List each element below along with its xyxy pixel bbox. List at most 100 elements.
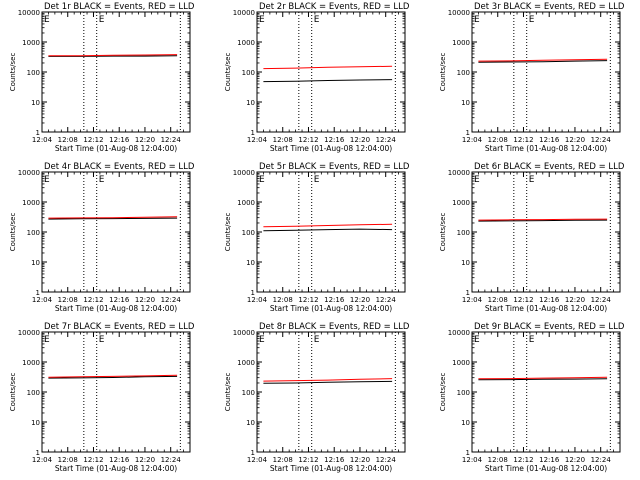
y-axis-label: Counts/sec (439, 373, 447, 412)
panel-title: Det 9r BLACK = Events, RED = LLD (474, 322, 625, 332)
y-tick-label: 10 (461, 259, 470, 267)
x-tick-label: 12:20 (565, 296, 585, 304)
series-line-events (263, 228, 393, 232)
series-line-lld (478, 58, 608, 62)
x-tick-label: 12:08 (58, 456, 78, 464)
y-tick-label: 10000 (18, 329, 40, 337)
x-axis-label: Start Time (01-Aug-08 12:04:00) (55, 144, 177, 153)
x-axis-label: Start Time (01-Aug-08 12:04:00) (55, 304, 177, 313)
marker-label: E (44, 15, 50, 25)
plot-frame (41, 331, 191, 453)
x-axis-label: Start Time (01-Aug-08 12:04:00) (55, 464, 177, 473)
y-tick-label: 1000 (22, 39, 40, 47)
detector-panel-4: Det 4r BLACK = Events, RED = LLD 1 10 100 10… (9, 162, 195, 313)
x-tick-label: 12:12 (83, 456, 103, 464)
y-tick-label: 10 (31, 259, 40, 267)
marker-label: E (259, 15, 265, 25)
detector-panel-7: Det 7r BLACK = Events, RED = LLD 1 10 100 10… (9, 322, 195, 473)
marker-label: E (474, 335, 480, 345)
x-tick-label: 12:04 (247, 296, 268, 304)
x-tick-label: 12:04 (247, 456, 268, 464)
x-tick-label: 12:12 (298, 296, 318, 304)
y-tick-label: 1000 (22, 359, 40, 367)
series-line-lld (48, 216, 178, 219)
series-line-events (478, 219, 608, 222)
y-tick-label: 1 (251, 289, 255, 297)
marker-label: E (474, 175, 480, 185)
x-tick-label: 12:16 (109, 136, 130, 144)
y-tick-label: 10000 (448, 9, 470, 17)
panel-title: Det 3r BLACK = Events, RED = LLD (474, 2, 625, 12)
series-line-lld (263, 378, 393, 382)
series-line-lld (478, 376, 608, 380)
x-tick-label: 12:04 (462, 136, 483, 144)
panel-title: Det 4r BLACK = Events, RED = LLD (44, 162, 195, 172)
x-tick-label: 12:24 (591, 136, 612, 144)
panel-title: Det 2r BLACK = Events, RED = LLD (259, 2, 410, 12)
y-tick-label: 100 (27, 69, 40, 77)
x-tick-label: 12:16 (324, 456, 345, 464)
x-tick-label: 12:24 (376, 136, 397, 144)
x-tick-label: 12:16 (109, 456, 130, 464)
x-axis-label: Start Time (01-Aug-08 12:04:00) (270, 464, 392, 473)
x-tick-label: 12:12 (83, 136, 103, 144)
y-tick-label: 10000 (18, 169, 40, 177)
y-tick-label: 100 (27, 389, 40, 397)
y-tick-label: 100 (242, 389, 255, 397)
y-tick-label: 1 (466, 449, 470, 457)
x-tick-label: 12:04 (462, 456, 483, 464)
x-tick-label: 12:24 (161, 456, 182, 464)
y-tick-label: 10 (246, 99, 255, 107)
y-tick-label: 10 (461, 419, 470, 427)
x-axis-label: Start Time (01-Aug-08 12:04:00) (270, 304, 392, 313)
panel-title: Det 1r BLACK = Events, RED = LLD (44, 2, 195, 12)
plot-frame (256, 331, 406, 453)
series-line-lld (263, 223, 393, 228)
y-tick-label: 1 (466, 289, 470, 297)
x-tick-label: 12:20 (565, 456, 585, 464)
marker-label: E (44, 335, 50, 345)
y-tick-label: 10 (246, 259, 255, 267)
plot-frame (256, 11, 406, 133)
detector-panel-9: Det 9r BLACK = Events, RED = LLD 1 10 100 10… (439, 322, 625, 473)
marker-label: E (314, 335, 320, 345)
panel-title: Det 8r BLACK = Events, RED = LLD (259, 322, 410, 332)
detector-panel-5: Det 5r BLACK = Events, RED = LLD 1 10 100 10… (224, 162, 410, 313)
y-tick-label: 1 (36, 129, 40, 137)
y-tick-label: 100 (457, 229, 470, 237)
x-tick-label: 12:24 (376, 456, 397, 464)
y-tick-label: 10000 (448, 169, 470, 177)
y-axis-label: Counts/sec (439, 213, 447, 252)
detector-panel-3: Det 3r BLACK = Events, RED = LLD 1 10 100 10… (439, 2, 625, 153)
y-axis-label: Counts/sec (9, 373, 17, 412)
series-line-events (263, 380, 393, 384)
y-tick-label: 10 (461, 99, 470, 107)
x-tick-label: 12:16 (324, 296, 345, 304)
plot-frame (41, 11, 191, 133)
detector-panel-8: Det 8r BLACK = Events, RED = LLD 1 10 100 10… (224, 322, 410, 473)
series-line-events (478, 378, 608, 381)
x-axis-label: Start Time (01-Aug-08 12:04:00) (485, 144, 607, 153)
y-tick-label: 1 (36, 449, 40, 457)
marker-label: E (314, 15, 320, 25)
y-tick-label: 1000 (452, 39, 470, 47)
y-tick-label: 100 (457, 389, 470, 397)
x-tick-label: 12:04 (247, 136, 268, 144)
panel-title: Det 5r BLACK = Events, RED = LLD (259, 162, 410, 172)
x-tick-label: 12:20 (350, 136, 370, 144)
x-tick-label: 12:16 (324, 136, 345, 144)
y-tick-label: 1000 (237, 39, 255, 47)
x-tick-label: 12:20 (135, 296, 155, 304)
y-axis-label: Counts/sec (9, 53, 17, 92)
y-tick-label: 100 (242, 69, 255, 77)
detector-panel-2: Det 2r BLACK = Events, RED = LLD 1 10 100 10… (224, 2, 410, 153)
plot-frame (41, 171, 191, 293)
x-tick-label: 12:08 (58, 136, 78, 144)
x-tick-label: 12:20 (135, 136, 155, 144)
x-tick-label: 12:08 (273, 136, 293, 144)
y-tick-label: 1 (251, 449, 255, 457)
x-axis-label: Start Time (01-Aug-08 12:04:00) (485, 464, 607, 473)
x-tick-label: 12:04 (462, 296, 483, 304)
y-tick-label: 10000 (233, 329, 255, 337)
